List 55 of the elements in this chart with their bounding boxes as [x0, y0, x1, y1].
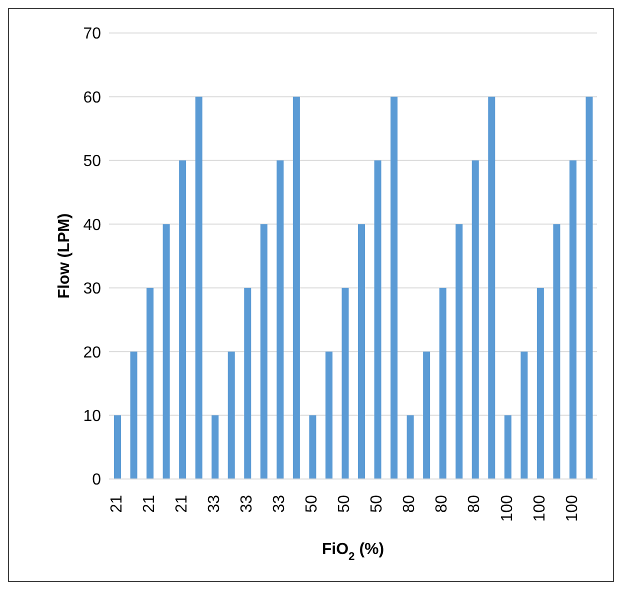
bar — [195, 96, 202, 479]
bar — [488, 96, 496, 479]
bar — [228, 352, 235, 479]
y-tick-label: 40 — [83, 216, 102, 234]
bar — [309, 415, 316, 479]
y-tick-label: 20 — [83, 344, 102, 362]
x-tick-label: 100 — [498, 494, 516, 522]
bar — [520, 352, 528, 479]
x-tick-label: 80 — [466, 494, 484, 513]
x-tick-label: 100 — [531, 494, 548, 522]
x-tick-label: 21 — [108, 494, 126, 513]
bar — [179, 160, 186, 479]
bar — [374, 160, 382, 479]
bar — [212, 415, 219, 479]
x-tick-label: 33 — [238, 494, 256, 513]
bar — [292, 96, 300, 479]
x-tick-label: 50 — [304, 494, 321, 513]
bar — [504, 415, 512, 479]
x-tick-label: 21 — [140, 494, 158, 513]
y-tick-label: 0 — [92, 472, 102, 489]
x-tick-label: 50 — [368, 494, 386, 513]
y-tick-label: 70 — [83, 26, 102, 43]
bar — [456, 224, 463, 479]
y-tick-label: 60 — [83, 89, 102, 106]
x-axis-title: FiO$_{2}$ (%) — [322, 541, 384, 563]
x-tick-label: 80 — [401, 494, 418, 513]
bar — [406, 415, 414, 479]
bar — [439, 288, 446, 479]
bar — [162, 224, 170, 479]
bar — [423, 352, 430, 479]
x-tick-label: 21 — [173, 494, 190, 513]
bar — [342, 288, 349, 479]
bar — [260, 224, 268, 479]
bar — [325, 352, 332, 479]
bar — [472, 160, 479, 479]
bar — [390, 96, 398, 479]
x-tick-label: 100 — [564, 494, 581, 522]
bar — [114, 415, 121, 479]
y-tick-label: 50 — [83, 153, 102, 170]
bar — [569, 160, 576, 479]
y-tick-label: 30 — [83, 280, 102, 298]
x-tick-label: 33 — [206, 494, 223, 513]
bar — [586, 96, 593, 479]
bar — [358, 224, 365, 479]
bar — [244, 288, 252, 479]
bar — [146, 288, 154, 479]
bar — [553, 224, 560, 479]
bar — [130, 352, 138, 479]
x-tick-label: 80 — [434, 494, 451, 513]
x-tick-label: 33 — [271, 494, 288, 513]
bar — [536, 288, 544, 479]
x-tick-label: 50 — [336, 494, 354, 513]
y-tick-label: 10 — [83, 408, 102, 425]
y-axis-title: Flow (LPM) — [56, 213, 73, 299]
bar — [276, 160, 284, 479]
